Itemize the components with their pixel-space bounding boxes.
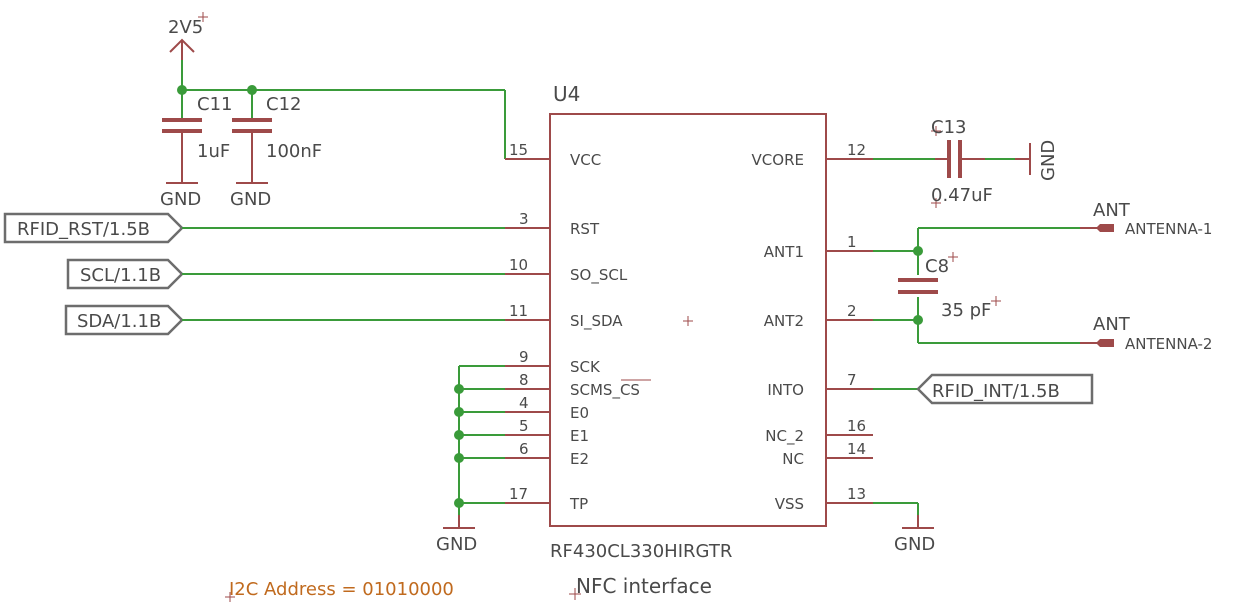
- junction-dot: [454, 430, 464, 440]
- ground-symbol: GND: [1015, 140, 1059, 181]
- pin-number: 11: [509, 302, 528, 320]
- pin-number: 4: [519, 394, 529, 412]
- pin-number: 12: [847, 141, 866, 159]
- port-scl: SCL/1.1B: [66, 258, 184, 290]
- capacitor-c8: C8 35 pF: [898, 252, 1001, 321]
- port-rfid-rst: RFID_RST/1.5B: [3, 212, 184, 244]
- c12-ref: C12: [266, 94, 301, 115]
- pin-number: 17: [509, 485, 528, 503]
- pin-name-si-sda: SI_SDA: [570, 312, 623, 331]
- pin-name-nc: NC: [782, 450, 804, 468]
- power-rail-label: 2V5: [168, 17, 203, 38]
- pin-name-sck: SCK: [570, 358, 601, 376]
- gnd-label: GND: [230, 189, 271, 210]
- chip-value: RF430CL330HIRGTR: [550, 541, 732, 562]
- pin-name-nc-2: NC_2: [765, 427, 804, 446]
- c8-value: 35 pF: [941, 300, 991, 321]
- power-symbol-2v5: 2V5: [168, 12, 208, 60]
- pin-number: 7: [847, 371, 857, 389]
- capacitor-c12: C12 100nF GND: [230, 94, 322, 210]
- c8-ref: C8: [925, 256, 949, 277]
- junction-dot: [454, 407, 464, 417]
- junction-dot: [913, 315, 923, 325]
- junction-dot: [177, 85, 187, 95]
- gnd-label: GND: [894, 534, 935, 555]
- pin-name-into: INTO: [767, 381, 804, 399]
- pin-number: 6: [519, 440, 529, 458]
- capacitor-c13: C13 0.47uF: [931, 117, 993, 208]
- pin-number: 5: [519, 417, 529, 435]
- pin-number: 8: [519, 371, 529, 389]
- antenna-1: ANT ANTENNA-1: [1080, 200, 1212, 238]
- gnd-label: GND: [436, 534, 477, 555]
- port-label: RFID_INT/1.5B: [932, 381, 1060, 402]
- antenna-ref: ANT: [1093, 200, 1131, 221]
- port-label: SDA/1.1B: [77, 311, 161, 332]
- junction-dot: [454, 498, 464, 508]
- pin-name-vss: VSS: [775, 495, 804, 513]
- junction-dot: [454, 453, 464, 463]
- antenna-value: ANTENNA-1: [1125, 220, 1212, 238]
- pin-name-tp: TP: [569, 495, 588, 513]
- pin-number: 10: [509, 256, 528, 274]
- junction-dot: [247, 85, 257, 95]
- port-rfid-int: RFID_INT/1.5B: [916, 373, 1094, 405]
- pin-name-vcore: VCORE: [752, 151, 804, 169]
- pin-number: 2: [847, 302, 857, 320]
- pin-name-so-scl: SO_SCL: [570, 266, 628, 285]
- chip-ref: U4: [553, 82, 580, 106]
- pin-name-scms-cs: SCMS_CS: [570, 381, 640, 400]
- port-label: RFID_RST/1.5B: [17, 219, 150, 240]
- pin-number: 3: [519, 210, 529, 228]
- pin-name-e2: E2: [570, 450, 589, 468]
- port-sda: SDA/1.1B: [64, 304, 184, 336]
- pin-name-rst: RST: [570, 220, 600, 238]
- pin-number: 15: [509, 141, 528, 159]
- gnd-label: GND: [160, 189, 201, 210]
- gnd-label: GND: [1038, 140, 1059, 181]
- pin-name-vcc: VCC: [570, 151, 601, 169]
- pin-name-e0: E0: [570, 404, 589, 422]
- antenna-value: ANTENNA-2: [1125, 335, 1212, 353]
- antenna-ref: ANT: [1093, 314, 1131, 335]
- c12-value: 100nF: [266, 141, 322, 162]
- junction-dot: [454, 384, 464, 394]
- capacitor-c11: C11 1uF GND: [160, 94, 232, 210]
- pin-name-ant1: ANT1: [764, 243, 804, 261]
- antenna-2: ANT ANTENNA-2: [1080, 314, 1212, 353]
- pin-number: 1: [847, 233, 857, 251]
- c13-ref: C13: [931, 117, 966, 138]
- chip-u4: U4 RF430CL330HIRGTR NFC interface 15 3 1…: [505, 82, 873, 600]
- pin-number: 9: [519, 348, 529, 366]
- chip-name: NFC interface: [576, 574, 712, 598]
- pin-name-e1: E1: [570, 427, 589, 445]
- i2c-address-note: I2C Address = 01010000: [229, 579, 454, 600]
- c11-value: 1uF: [197, 141, 230, 162]
- port-label: SCL/1.1B: [80, 265, 161, 286]
- junction-dot: [913, 246, 923, 256]
- ground-symbol: GND: [894, 515, 935, 555]
- pin-number: 16: [847, 417, 866, 435]
- c13-value: 0.47uF: [931, 185, 993, 206]
- ground-symbol: GND: [436, 515, 477, 555]
- pin-number: 14: [847, 440, 866, 458]
- pin-number: 13: [847, 485, 866, 503]
- c11-ref: C11: [197, 94, 232, 115]
- pin-name-ant2: ANT2: [764, 312, 804, 330]
